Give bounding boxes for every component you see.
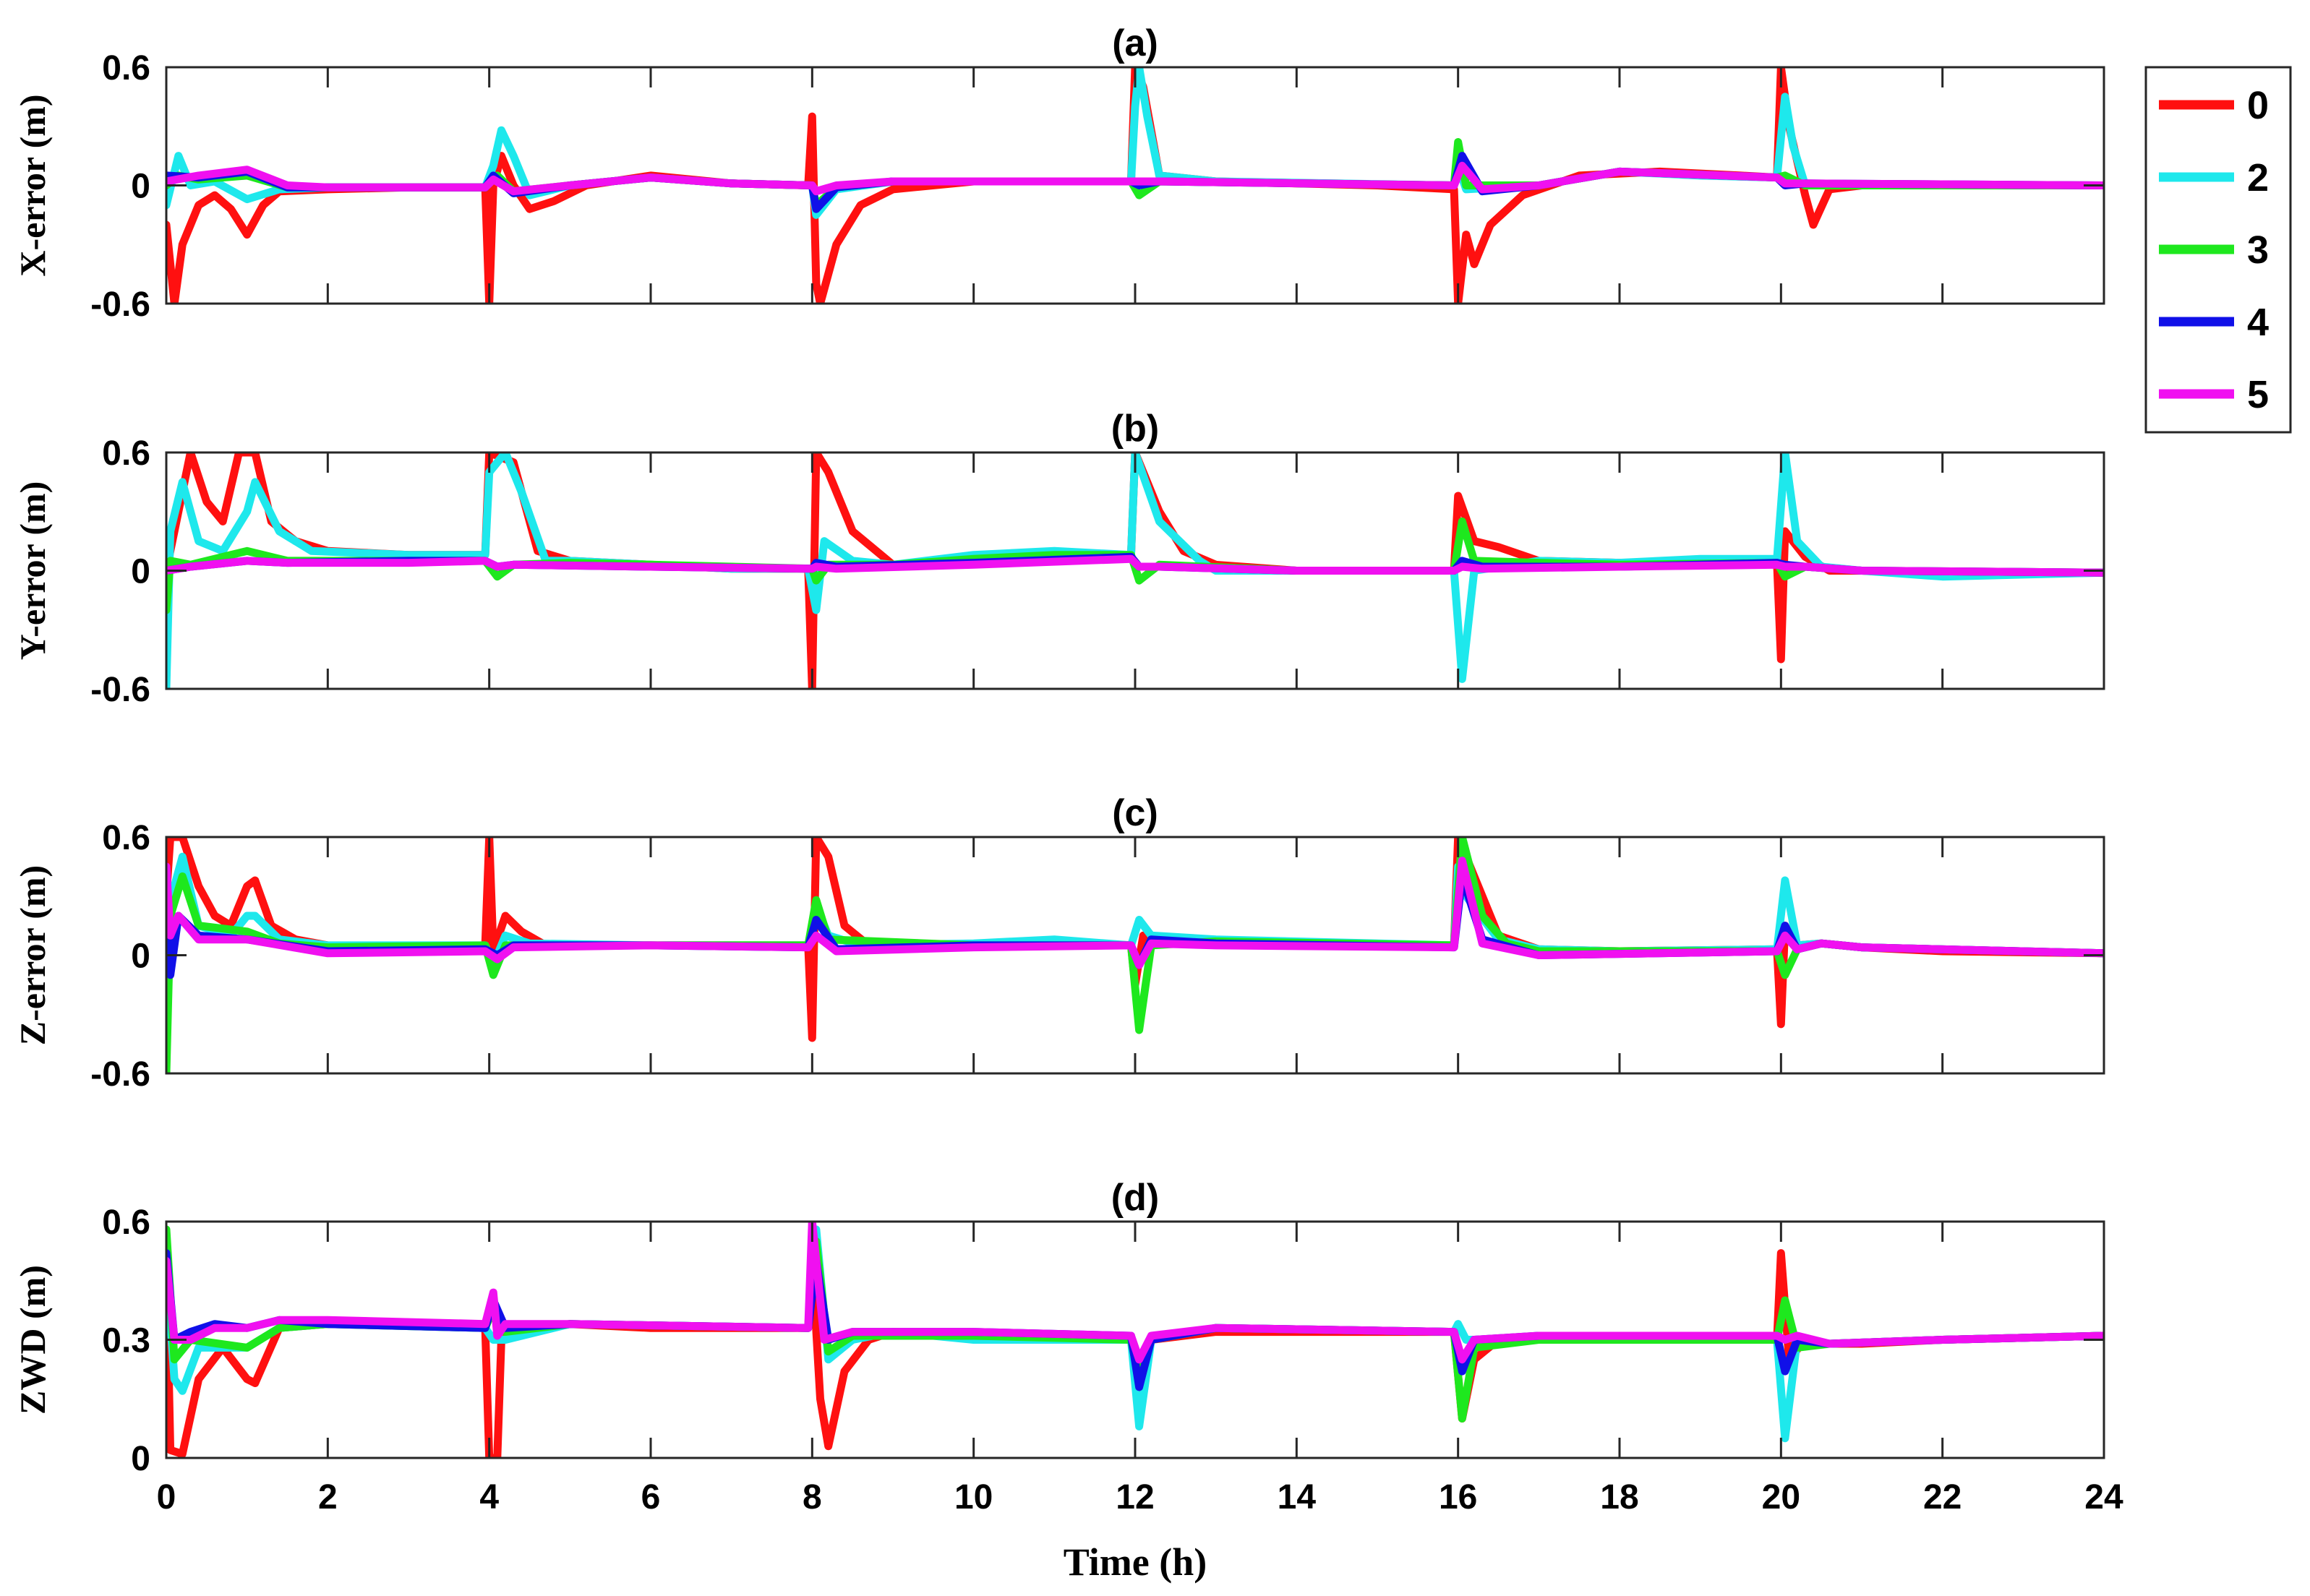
y-tick-label: 0.6 <box>102 434 150 473</box>
y-tick-label: -0.6 <box>90 671 150 709</box>
x-tick-label: 20 <box>1762 1478 1800 1516</box>
x-axis-label: Time (h) <box>1064 1540 1207 1584</box>
y-axis-label: ZWD (m) <box>12 1265 53 1415</box>
series-line-5 <box>166 1222 2104 1364</box>
x-tick-label: 14 <box>1278 1478 1317 1516</box>
series-group <box>166 837 2104 1073</box>
series-line-5 <box>166 857 2104 969</box>
panel-3: 0.60.300 2 4 6 8 10 12 14 16 18 20 22 24(d)ZWD (m)Ti… <box>12 1177 2123 1584</box>
y-tick-label: 0 <box>131 938 150 976</box>
legend-label-4: 4 <box>2247 301 2269 344</box>
y-tick-label: 0.6 <box>102 819 150 857</box>
panel-2: 0.6 0 -0.6 (c) Z-error (m) <box>12 792 2105 1094</box>
legend: 0 2 3 4 5 <box>2144 66 2292 434</box>
y-axis-label: Y-error (m) <box>12 481 53 661</box>
panel-1: 0.6 0 -0.6 (b) Y-error (m) <box>12 408 2105 709</box>
panel-0: 0.6 0 -0.6 (a) X-error (m) <box>12 22 2105 324</box>
y-tick-label: -0.6 <box>90 1055 150 1094</box>
x-tick-label: 12 <box>1116 1478 1154 1516</box>
x-tick-label: 2 <box>318 1478 338 1516</box>
y-tick-label: 0.6 <box>102 1204 150 1242</box>
y-tick-label: 0 <box>131 1440 150 1478</box>
y-tick-label: -0.6 <box>90 286 150 324</box>
y-tick-label: 0.3 <box>102 1322 150 1360</box>
x-tick-label: 24 <box>2084 1478 2123 1516</box>
x-tick-label: 18 <box>1600 1478 1638 1516</box>
series-group <box>166 67 2104 304</box>
panel-title: (b) <box>1111 408 1159 450</box>
x-tick-label: 22 <box>1923 1478 1962 1516</box>
series-line-5 <box>166 554 2104 577</box>
legend-label-2: 2 <box>2247 156 2269 200</box>
panel-title: (c) <box>1112 792 1158 834</box>
panel-title: (d) <box>1111 1177 1159 1219</box>
x-tick-label: 8 <box>803 1478 822 1516</box>
panel-title: (a) <box>1112 22 1158 64</box>
x-tick-label: 10 <box>954 1478 993 1516</box>
legend-label-5: 5 <box>2247 373 2269 416</box>
series-group <box>166 1222 2104 1458</box>
y-tick-label: 0 <box>131 553 150 591</box>
series-group <box>166 452 2104 689</box>
y-axis-label: Z-error (m) <box>12 865 53 1045</box>
legend-label-3: 3 <box>2247 228 2269 272</box>
y-tick-label: 0 <box>131 168 150 206</box>
y-axis-label: X-error (m) <box>12 94 53 276</box>
legend-label-0: 0 <box>2247 84 2269 127</box>
series-line-5 <box>166 161 2104 196</box>
x-tick-label: 16 <box>1439 1478 1477 1516</box>
x-tick-label: 0 <box>157 1478 176 1516</box>
x-tick-label: 6 <box>641 1478 661 1516</box>
x-tick-label: 4 <box>479 1478 499 1516</box>
panels: 0.6 0 -0.6 (a) X-error (m) 0.6 0 -0.6 (b) Y-error… <box>12 22 2123 1584</box>
y-tick-label: 0.6 <box>102 49 150 87</box>
